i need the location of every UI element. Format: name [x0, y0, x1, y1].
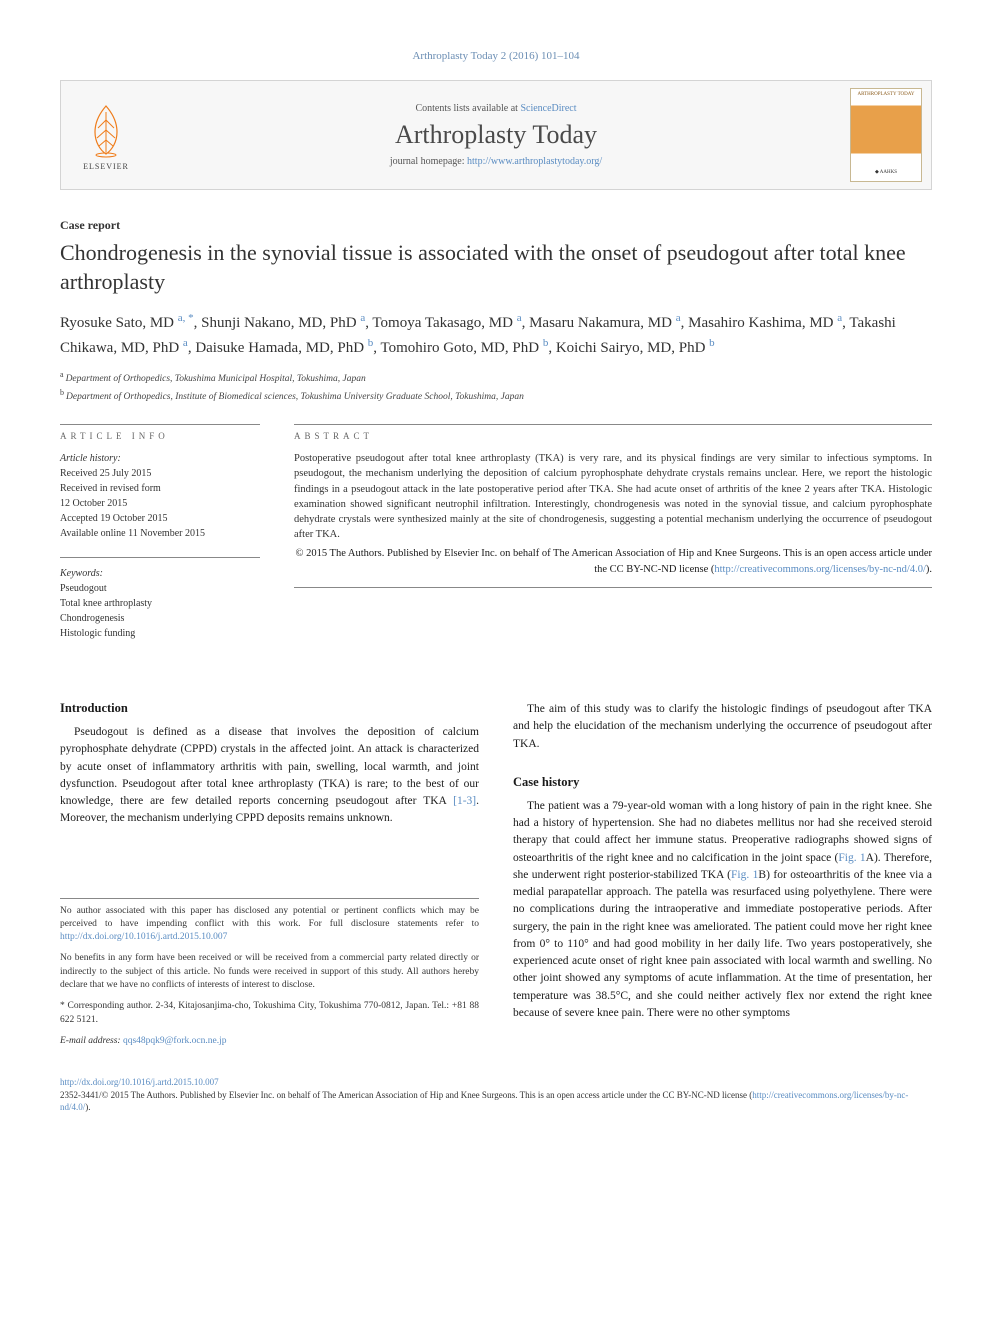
affiliation-line: a Department of Orthopedics, Tokushima M… [60, 369, 932, 386]
cover-society: ◆ AAHKS [851, 169, 921, 175]
aim-paragraph: The aim of this study was to clarify the… [513, 701, 932, 753]
journal-banner: ELSEVIER Contents lists available at Sci… [60, 80, 932, 190]
banner-center: Contents lists available at ScienceDirec… [151, 81, 841, 189]
sciencedirect-link[interactable]: ScienceDirect [520, 103, 576, 114]
publisher-logo-box: ELSEVIER [61, 81, 151, 189]
email-label: E-mail address: [60, 1036, 123, 1046]
coi-note: No author associated with this paper has… [60, 905, 479, 945]
citation-link[interactable]: [1-3] [453, 795, 476, 807]
case-text-c: B) for osteoarthritis of the knee via a … [513, 869, 932, 1019]
abstract-column: ABSTRACT Postoperative pseudogout after … [294, 424, 932, 657]
article-info-head: ARTICLE INFO [60, 424, 260, 441]
keywords-label: Keywords: [60, 566, 260, 581]
abstract-rule [294, 587, 932, 588]
right-column: The aim of this study was to clarify the… [513, 687, 932, 1056]
page-footer: http://dx.doi.org/10.1016/j.artd.2015.10… [60, 1076, 932, 1114]
footer-issn-line: 2352-3441/© 2015 The Authors. Published … [60, 1089, 932, 1114]
author-affiliation-sup: a [183, 337, 188, 349]
author-affiliation-sup: a [360, 312, 365, 324]
abstract-copyright: © 2015 The Authors. Published by Elsevie… [294, 546, 932, 576]
publisher-name: ELSEVIER [83, 162, 129, 171]
corresponding-author: * Corresponding author. 2-34, Kitajosanj… [60, 1000, 479, 1027]
article-title: Chondrogenesis in the synovial tissue is… [60, 239, 932, 296]
intro-paragraph: Pseudogout is defined as a disease that … [60, 724, 479, 828]
history-line: Accepted 19 October 2015 [60, 511, 260, 526]
cover-box: ARTHROPLASTY TODAY ◆ AAHKS [841, 81, 931, 189]
article-type: Case report [60, 218, 932, 233]
author-affiliation-sup: a [517, 312, 522, 324]
history-line: Available online 11 November 2015 [60, 526, 260, 541]
keyword: Pseudogout [60, 581, 260, 596]
benefits-note: No benefits in any form have been receiv… [60, 952, 479, 992]
elsevier-tree-icon [81, 100, 131, 160]
info-divider [60, 557, 260, 558]
author-affiliation-sup: b [543, 337, 549, 349]
fig-link-1b[interactable]: Fig. 1 [731, 869, 758, 881]
cover-title: ARTHROPLASTY TODAY [851, 92, 921, 97]
email-link[interactable]: qqs48pqk9@fork.ocn.ne.jp [123, 1036, 226, 1046]
author-affiliation-sup: b [709, 337, 715, 349]
history-line: Received 25 July 2015 [60, 466, 260, 481]
copyright-close: ). [926, 564, 932, 575]
license-link[interactable]: http://creativecommons.org/licenses/by-n… [714, 564, 926, 575]
affiliation-sup: b [60, 388, 66, 397]
abstract-text: Postoperative pseudogout after total kne… [294, 451, 932, 542]
author-affiliation-sup: a [676, 312, 681, 324]
contents-line: Contents lists available at ScienceDirec… [151, 103, 841, 114]
keywords-block: Keywords: PseudogoutTotal knee arthropla… [60, 566, 260, 641]
footer-doi-link[interactable]: http://dx.doi.org/10.1016/j.artd.2015.10… [60, 1077, 219, 1087]
keyword: Chondrogenesis [60, 611, 260, 626]
article-history: Article history: Received 25 July 2015Re… [60, 451, 260, 541]
history-label: Article history: [60, 451, 260, 466]
intro-text-a: Pseudogout is defined as a disease that … [60, 726, 479, 807]
email-line: E-mail address: qqs48pqk9@fork.ocn.ne.jp [60, 1035, 479, 1048]
footnotes: No author associated with this paper has… [60, 898, 479, 1049]
affiliation-sup: a [60, 370, 66, 379]
author-affiliation-sup: a, * [178, 312, 194, 324]
section-title-intro: Introduction [60, 701, 479, 716]
journal-name: Arthroplasty Today [151, 120, 841, 150]
case-paragraph: The patient was a 79-year-old woman with… [513, 798, 932, 1022]
keyword: Total knee arthroplasty [60, 596, 260, 611]
keyword: Histologic funding [60, 626, 260, 641]
author-affiliation-sup: b [368, 337, 374, 349]
footer-issn-b: ). [85, 1102, 90, 1112]
left-column: Introduction Pseudogout is defined as a … [60, 687, 479, 1056]
article-info-column: ARTICLE INFO Article history: Received 2… [60, 424, 260, 657]
coi-doi-link[interactable]: http://dx.doi.org/10.1016/j.artd.2015.10… [60, 932, 227, 942]
footer-issn-a: 2352-3441/© 2015 The Authors. Published … [60, 1090, 752, 1100]
body-columns: Introduction Pseudogout is defined as a … [60, 687, 932, 1056]
history-line: 12 October 2015 [60, 496, 260, 511]
journal-cover-icon: ARTHROPLASTY TODAY ◆ AAHKS [850, 88, 922, 182]
coi-text: No author associated with this paper has… [60, 906, 479, 929]
running-header: Arthroplasty Today 2 (2016) 101–104 [60, 50, 932, 62]
author-affiliation-sup: a [837, 312, 842, 324]
abstract-head: ABSTRACT [294, 424, 932, 441]
contents-prefix: Contents lists available at [415, 103, 520, 114]
fig-link-1a[interactable]: Fig. 1 [838, 852, 865, 864]
affiliations: a Department of Orthopedics, Tokushima M… [60, 369, 932, 404]
author-list: Ryosuke Sato, MD a, *, Shunji Nakano, MD… [60, 310, 932, 359]
section-title-case: Case history [513, 775, 932, 790]
homepage-line: journal homepage: http://www.arthroplast… [151, 156, 841, 167]
homepage-prefix: journal homepage: [390, 156, 467, 167]
homepage-link[interactable]: http://www.arthroplastytoday.org/ [467, 156, 602, 167]
affiliation-line: b Department of Orthopedics, Institute o… [60, 387, 932, 404]
history-line: Received in revised form [60, 481, 260, 496]
